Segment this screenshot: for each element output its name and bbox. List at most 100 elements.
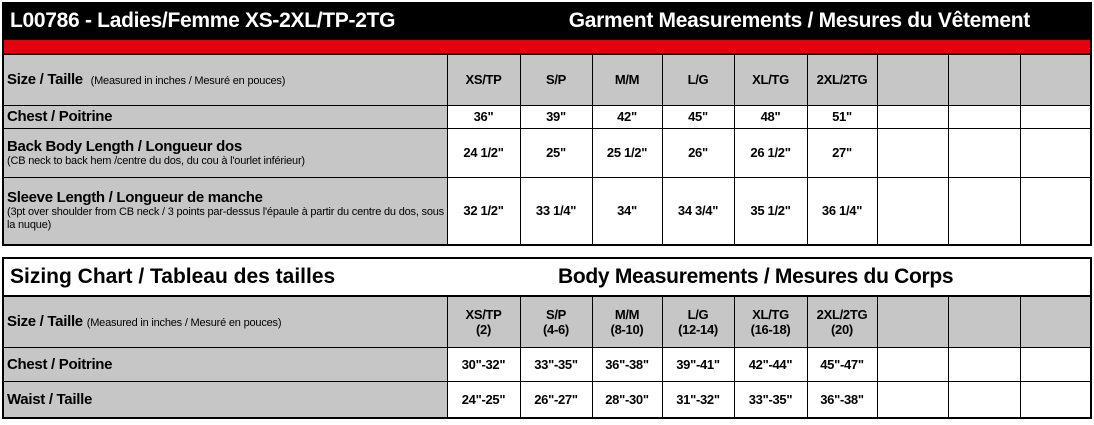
row-label: Back Body Length / Longueur dos (CB neck … bbox=[2, 127, 448, 178]
empty-col bbox=[1019, 53, 1092, 106]
size-range: (8-10) bbox=[610, 321, 644, 337]
cell: 33"-35" bbox=[519, 346, 593, 382]
size-name: M/M bbox=[614, 306, 640, 322]
empty-col bbox=[947, 295, 1021, 348]
product-title: L00786 - Ladies/Femme XS-2XL/TP-2TG bbox=[10, 9, 396, 32]
empty-cell bbox=[1019, 104, 1092, 129]
row-label: Chest / Poitrine bbox=[2, 104, 448, 129]
cell: 33 1/4" bbox=[519, 176, 593, 246]
size-note: (Measured in inches / Mesuré en pouces) bbox=[86, 317, 282, 330]
size-header-row: Size / Taille (Measured in inches / Mesu… bbox=[2, 53, 1092, 106]
size-col: M/M (8-10) bbox=[591, 295, 663, 348]
cell: 34" bbox=[591, 176, 663, 246]
empty-cell bbox=[947, 127, 1021, 178]
cell: 33"-35" bbox=[733, 380, 808, 419]
empty-cell bbox=[876, 346, 949, 382]
size-col: XS/TP (2) bbox=[446, 295, 521, 348]
cell: 39" bbox=[519, 104, 593, 129]
table-row: Waist / Taille 24"-25" 26"-27" 28"-30" 3… bbox=[2, 380, 1092, 419]
empty-col bbox=[876, 53, 949, 106]
size-label-text: Size / Taille bbox=[7, 313, 83, 331]
size-name: S/P bbox=[545, 306, 567, 322]
size-col: 2XL/2TG (20) bbox=[806, 295, 878, 348]
cell: 42"-44" bbox=[733, 346, 808, 382]
size-range: (16-18) bbox=[750, 321, 791, 337]
empty-col bbox=[876, 295, 949, 348]
row-label-text: Sleeve Length / Longueur de manche bbox=[7, 189, 263, 207]
cell: 24 1/2" bbox=[446, 127, 521, 178]
empty-cell bbox=[947, 346, 1021, 382]
cell: 31"-32" bbox=[661, 380, 735, 419]
size-range: (12-14) bbox=[678, 321, 718, 337]
size-name: XL/TG bbox=[752, 306, 789, 322]
empty-cell bbox=[876, 176, 949, 246]
garment-measurements-table: L00786 - Ladies/Femme XS-2XL/TP-2TG Garm… bbox=[2, 2, 1092, 246]
row-label-text: Back Body Length / Longueur dos bbox=[7, 137, 242, 155]
empty-cell bbox=[1019, 380, 1092, 419]
size-range: (2) bbox=[476, 321, 491, 337]
empty-cell bbox=[947, 104, 1021, 129]
empty-cell bbox=[876, 127, 949, 178]
size-name: XS/TP bbox=[465, 306, 502, 322]
size-col: S/P bbox=[519, 53, 593, 106]
empty-cell bbox=[1019, 346, 1092, 382]
cell: 45"-47" bbox=[806, 346, 878, 382]
empty-cell bbox=[947, 176, 1021, 246]
cell: 28"-30" bbox=[591, 380, 663, 419]
garment-banner: L00786 - Ladies/Femme XS-2XL/TP-2TG Garm… bbox=[2, 2, 1092, 40]
size-label: Size / Taille (Measured in inches / Mesu… bbox=[2, 295, 448, 348]
size-label-text: Size / Taille bbox=[7, 71, 83, 89]
size-col: L/G (12-14) bbox=[661, 295, 735, 348]
row-note: (3pt over shoulder from CB neck / 3 poin… bbox=[7, 206, 444, 232]
table-row: Chest / Poitrine 30"-32" 33"-35" 36"-38"… bbox=[2, 346, 1092, 382]
cell: 36"-38" bbox=[806, 380, 878, 419]
empty-cell bbox=[947, 380, 1021, 419]
cell: 34 3/4" bbox=[661, 176, 735, 246]
cell: 26" bbox=[661, 127, 735, 178]
row-note: (CB neck to back hem /centre du dos, du … bbox=[7, 154, 305, 167]
size-col: S/P (4-6) bbox=[519, 295, 593, 348]
empty-col bbox=[1019, 295, 1092, 348]
size-col: L/G bbox=[661, 53, 735, 106]
accent-bar bbox=[2, 40, 1092, 53]
cell: 26 1/2" bbox=[733, 127, 808, 178]
cell: 45" bbox=[661, 104, 735, 129]
size-name: 2XL/2TG bbox=[816, 306, 868, 322]
row-label: Waist / Taille bbox=[2, 380, 448, 419]
size-range: (4-6) bbox=[543, 321, 569, 337]
cell: 36" bbox=[446, 104, 521, 129]
row-label: Sleeve Length / Longueur de manche (3pt … bbox=[2, 176, 448, 246]
cell: 51" bbox=[806, 104, 878, 129]
cell: 26"-27" bbox=[519, 380, 593, 419]
table-row: Chest / Poitrine 36" 39" 42" 45" 48" 51" bbox=[2, 104, 1092, 129]
cell: 48" bbox=[733, 104, 808, 129]
empty-cell bbox=[876, 380, 949, 419]
cell: 42" bbox=[591, 104, 663, 129]
empty-col bbox=[947, 53, 1021, 106]
cell: 27" bbox=[806, 127, 878, 178]
cell: 24"-25" bbox=[446, 380, 521, 419]
cell: 35 1/2" bbox=[733, 176, 808, 246]
empty-cell bbox=[1019, 176, 1092, 246]
cell: 30"-32" bbox=[446, 346, 521, 382]
size-col: M/M bbox=[591, 53, 663, 106]
size-range: (20) bbox=[831, 321, 853, 337]
body-section-title: Body Measurements / Mesures du Corps bbox=[558, 265, 954, 288]
empty-cell bbox=[876, 104, 949, 129]
empty-cell bbox=[1019, 127, 1092, 178]
row-label: Chest / Poitrine bbox=[2, 346, 448, 382]
size-header-row: Size / Taille (Measured in inches / Mesu… bbox=[2, 295, 1092, 348]
garment-section-title: Garment Measurements / Mesures du Vêteme… bbox=[568, 9, 1031, 32]
size-note: (Measured in inches / Mesuré en pouces) bbox=[90, 75, 286, 88]
cell: 36"-38" bbox=[591, 346, 663, 382]
size-name: L/G bbox=[687, 306, 709, 322]
table-row: Back Body Length / Longueur dos (CB neck … bbox=[2, 127, 1092, 178]
size-label: Size / Taille (Measured in inches / Mesu… bbox=[2, 53, 448, 106]
sizing-chart-title: Sizing Chart / Tableau des tailles bbox=[10, 265, 336, 288]
size-col: 2XL/2TG bbox=[806, 53, 878, 106]
size-col: XL/TG bbox=[733, 53, 808, 106]
cell: 25" bbox=[519, 127, 593, 178]
cell: 32 1/2" bbox=[446, 176, 521, 246]
size-col: XL/TG (16-18) bbox=[733, 295, 808, 348]
cell: 36 1/4" bbox=[806, 176, 878, 246]
